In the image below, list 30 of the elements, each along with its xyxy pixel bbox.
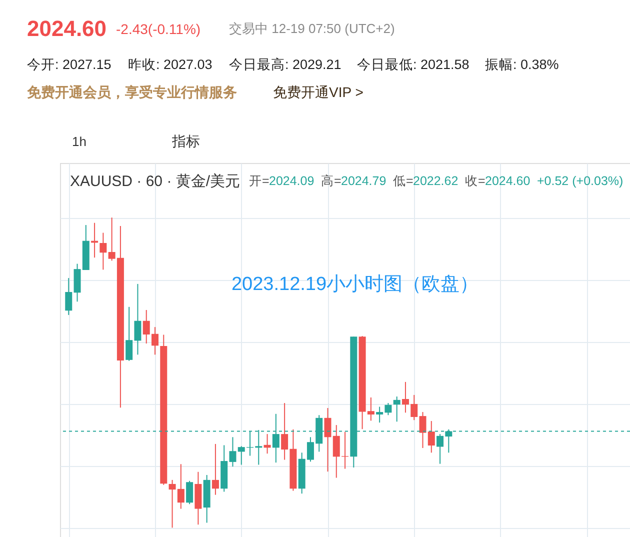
- text: 2022.62: [413, 174, 458, 188]
- candlestick: [324, 407, 332, 472]
- candlestick: [212, 443, 219, 496]
- candlestick: [65, 278, 72, 316]
- candlestick: [186, 480, 194, 505]
- text: 开=: [249, 174, 270, 188]
- candlestick: [100, 232, 107, 270]
- text: 2024.09: [269, 174, 314, 188]
- text: 收=: [465, 174, 486, 188]
- candlestick: [393, 396, 400, 422]
- text: 今开: 2027.15: [27, 57, 112, 72]
- candlestick: [264, 434, 271, 454]
- text: 交易中 12-19 07:50 (UTC+2): [229, 21, 395, 36]
- text: 振幅: 0.38%: [485, 57, 559, 72]
- text: 1h: [72, 134, 86, 149]
- text: 今日最低: 2021.58: [357, 57, 470, 72]
- text: +0.52 (+0.03%): [537, 174, 624, 188]
- text: 2023.12.19小小时图（欧盘）: [231, 274, 479, 295]
- text: 今日最高: 2029.21: [229, 57, 342, 72]
- text: 2024.60: [27, 16, 107, 41]
- text: 免费开通会员，享受专业行情服务: [26, 84, 237, 100]
- text: 指标: [171, 133, 200, 149]
- text: 低=: [393, 174, 414, 188]
- text: 2024.79: [341, 174, 386, 188]
- text: 免费开通VIP >: [273, 84, 364, 100]
- text: 昨收: 2027.03: [128, 57, 212, 72]
- text: XAUUSD · 60 · 黄金/美元: [70, 173, 240, 190]
- text: 高=: [321, 173, 342, 188]
- text: 2024.60: [485, 174, 530, 188]
- text: -2.43(-0.11%): [116, 21, 201, 37]
